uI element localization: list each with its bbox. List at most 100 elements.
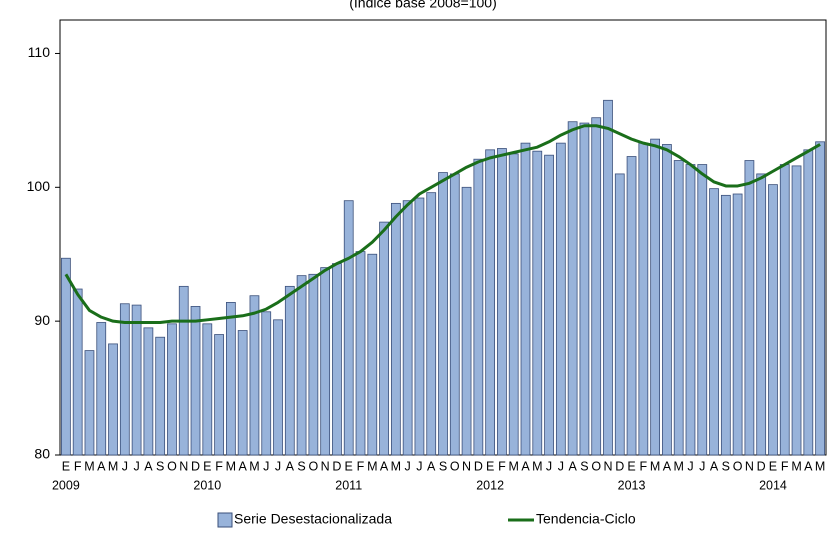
bar xyxy=(343,200,354,456)
x-tick-label: M xyxy=(108,459,118,473)
bar xyxy=(756,173,767,456)
x-tick-label: O xyxy=(309,459,319,473)
bar xyxy=(791,165,802,456)
bar xyxy=(108,343,118,456)
bar xyxy=(296,275,307,456)
x-tick-label: F xyxy=(357,459,365,473)
x-tick-label: A xyxy=(380,459,389,473)
bar xyxy=(803,149,814,456)
year-label: 2009 xyxy=(52,478,80,492)
bar xyxy=(662,144,672,456)
bar xyxy=(249,295,260,456)
x-tick-label: A xyxy=(804,459,813,473)
year-label: 2010 xyxy=(193,478,221,492)
trend-line xyxy=(64,124,821,324)
x-tick-label: N xyxy=(462,459,471,473)
x-tick-label: J xyxy=(263,459,269,473)
year-label: 2012 xyxy=(476,478,504,492)
bar xyxy=(544,154,554,456)
bar xyxy=(261,311,272,456)
bar xyxy=(638,142,649,456)
x-tick-label: A xyxy=(238,459,247,473)
y-tick-label: 110 xyxy=(28,44,51,60)
x-tick-label: M xyxy=(367,459,377,473)
bar xyxy=(508,153,519,456)
x-tick-label: J xyxy=(275,459,281,473)
x-tick-label: M xyxy=(508,459,518,473)
bar xyxy=(720,194,731,456)
bar xyxy=(84,350,95,456)
bar xyxy=(779,164,790,456)
x-tick-label: J xyxy=(122,459,128,473)
bar xyxy=(402,200,413,456)
bar xyxy=(379,221,389,456)
bar xyxy=(567,121,578,456)
bar xyxy=(143,327,154,456)
x-tick-label: E xyxy=(486,459,494,473)
bar xyxy=(520,142,531,456)
bar xyxy=(414,197,425,456)
y-tick-label: 90 xyxy=(34,312,50,328)
x-tick-label: F xyxy=(215,459,223,473)
x-tick-label: J xyxy=(133,459,139,473)
bar xyxy=(732,193,743,456)
x-tick-label: E xyxy=(62,459,70,473)
y-tick-label: 100 xyxy=(27,178,51,194)
x-tick-label: M xyxy=(815,459,825,473)
bar xyxy=(96,322,107,456)
x-tick-label: D xyxy=(474,459,483,473)
x-tick-label: S xyxy=(156,459,164,473)
chart-subtitle: (Índice base 2008=100) xyxy=(349,0,497,11)
legend-label: Serie Desestacionalizada xyxy=(234,511,392,527)
x-tick-label: M xyxy=(791,459,801,473)
bar xyxy=(685,164,696,456)
x-tick-label: E xyxy=(203,459,211,473)
bar xyxy=(178,285,189,456)
bar xyxy=(426,192,437,456)
x-tick-label: J xyxy=(558,459,564,473)
bar xyxy=(673,160,684,456)
x-tick-label: M xyxy=(84,459,94,473)
year-label: 2014 xyxy=(759,478,787,492)
bar xyxy=(579,122,590,456)
x-tick-label: M xyxy=(532,459,542,473)
bar xyxy=(190,306,201,456)
bar xyxy=(131,304,142,456)
bar xyxy=(555,142,566,456)
bar xyxy=(167,323,177,456)
bar xyxy=(626,156,637,456)
bar xyxy=(697,164,708,456)
y-tick-label: 80 xyxy=(34,446,50,462)
legend-label: Tendencia-Ciclo xyxy=(536,511,636,527)
x-tick-label: J xyxy=(687,459,693,473)
x-tick-label: M xyxy=(226,459,236,473)
x-tick-label: O xyxy=(167,459,177,473)
x-tick-label: S xyxy=(297,459,305,473)
bar xyxy=(709,188,719,456)
bar xyxy=(815,141,825,456)
bar xyxy=(461,186,472,456)
x-tick-label: D xyxy=(615,459,624,473)
x-tick-label: A xyxy=(97,459,106,473)
bar xyxy=(237,330,248,456)
bar xyxy=(768,184,778,456)
x-tick-label: S xyxy=(580,459,588,473)
x-tick-label: J xyxy=(699,459,705,473)
bar xyxy=(438,172,448,456)
bar xyxy=(202,323,213,456)
legend-swatch xyxy=(217,512,233,528)
x-tick-label: A xyxy=(521,459,530,473)
x-tick-label: F xyxy=(640,459,648,473)
x-tick-label: M xyxy=(650,459,660,473)
x-tick-label: N xyxy=(179,459,188,473)
x-tick-label: E xyxy=(769,459,777,473)
bar xyxy=(355,251,366,456)
x-tick-label: F xyxy=(498,459,506,473)
x-tick-label: F xyxy=(781,459,789,473)
x-tick-label: J xyxy=(405,459,411,473)
x-tick-label: D xyxy=(332,459,341,473)
bar xyxy=(332,263,342,456)
x-tick-label: N xyxy=(745,459,754,473)
bar xyxy=(320,267,331,456)
